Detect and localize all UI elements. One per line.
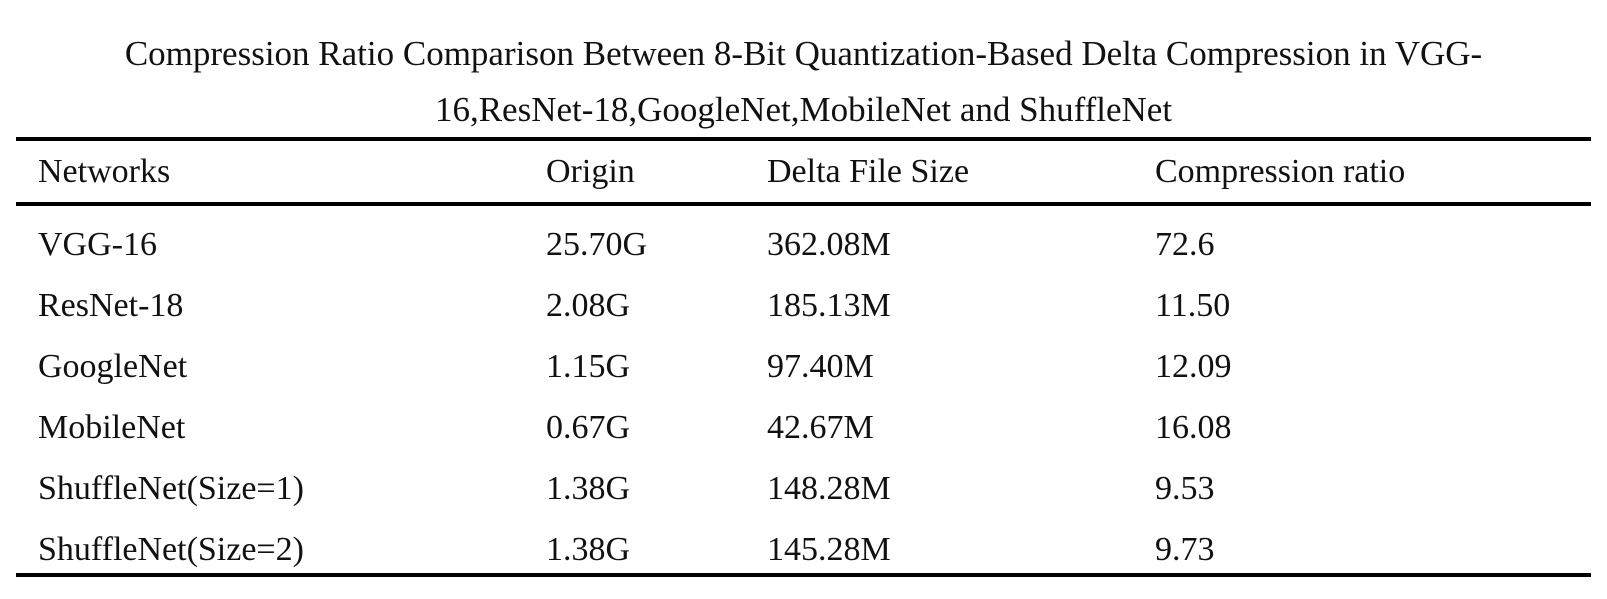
cell-network: VGG-16 — [38, 225, 157, 263]
cell-ratio: 9.53 — [1155, 469, 1215, 507]
caption-line-1: Compression Ratio Comparison Between 8-B… — [124, 34, 1483, 73]
cell-ratio: 72.6 — [1155, 225, 1215, 263]
cell-network: GoogleNet — [38, 347, 188, 385]
cell-origin: 1.38G — [546, 530, 631, 568]
cell-delta-size: 148.28M — [767, 469, 891, 507]
header-networks: Networks — [38, 152, 171, 190]
results-table: Networks Origin Delta File Size Compress… — [16, 141, 1591, 580]
cell-origin: 1.15G — [546, 347, 631, 385]
header-delta-file-size: Delta File Size — [767, 152, 970, 190]
cell-delta-size: 145.28M — [767, 530, 891, 568]
cell-ratio: 16.08 — [1155, 408, 1232, 446]
table-row: MobileNet 0.67G 42.67M 16.08 — [16, 397, 1591, 458]
table-row: ShuffleNet(Size=2) 1.38G 145.28M 9.73 — [16, 519, 1591, 580]
header-compression-ratio: Compression ratio — [1155, 152, 1406, 190]
cell-network: MobileNet — [38, 408, 186, 446]
caption-line-2: 16,ResNet-18,GoogleNet,MobileNet and Shu… — [434, 90, 1173, 129]
table-row: VGG-16 25.70G 362.08M 72.6 — [16, 202, 1591, 275]
header-rule — [16, 202, 1591, 206]
bottom-rule — [16, 573, 1591, 577]
cell-origin: 1.38G — [546, 469, 631, 507]
cell-origin: 2.08G — [546, 286, 631, 324]
cell-ratio: 12.09 — [1155, 347, 1232, 385]
cell-delta-size: 42.67M — [767, 408, 874, 446]
header-origin: Origin — [546, 152, 635, 190]
cell-ratio: 9.73 — [1155, 530, 1215, 568]
cell-network: ShuffleNet(Size=1) — [38, 469, 304, 507]
table-caption: Compression Ratio Comparison Between 8-B… — [0, 26, 1607, 138]
header-row: Networks Origin Delta File Size Compress… — [16, 141, 1591, 202]
cell-delta-size: 97.40M — [767, 347, 874, 385]
cell-network: ResNet-18 — [38, 286, 184, 324]
cell-origin: 0.67G — [546, 408, 631, 446]
table-row: ShuffleNet(Size=1) 1.38G 148.28M 9.53 — [16, 458, 1591, 519]
cell-network: ShuffleNet(Size=2) — [38, 530, 304, 568]
cell-delta-size: 185.13M — [767, 286, 891, 324]
cell-ratio: 11.50 — [1155, 286, 1231, 324]
table-row: GoogleNet 1.15G 97.40M 12.09 — [16, 336, 1591, 397]
table-row: ResNet-18 2.08G 185.13M 11.50 — [16, 275, 1591, 336]
top-rule — [16, 137, 1591, 141]
cell-origin: 25.70G — [546, 225, 648, 263]
cell-delta-size: 362.08M — [767, 225, 891, 263]
